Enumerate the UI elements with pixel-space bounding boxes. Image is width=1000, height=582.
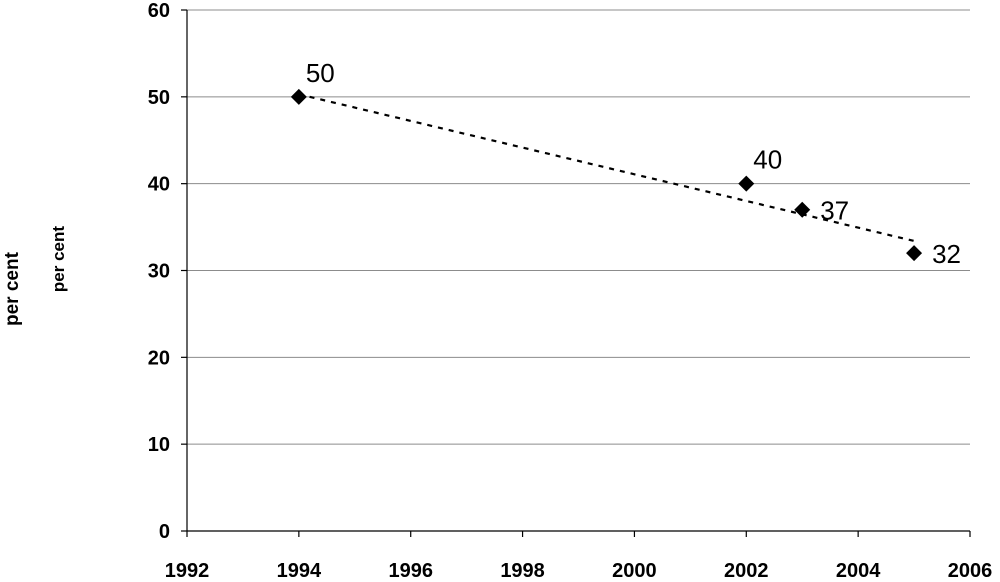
y-tick-label-50: 50: [148, 87, 170, 109]
y-tick-label-10: 10: [148, 434, 170, 456]
y-tick-label-0: 0: [159, 521, 170, 543]
y-tick-label-60: 60: [148, 0, 170, 22]
data-point-2003: [794, 201, 811, 218]
x-tick-label-1996: 1996: [388, 560, 433, 582]
x-tick-label-2004: 2004: [836, 560, 881, 582]
data-label-2005: 32: [932, 239, 961, 269]
x-tick-label-2000: 2000: [612, 560, 657, 582]
data-point-2002: [738, 175, 755, 192]
data-point-1994: [290, 88, 307, 105]
data-label-2003: 37: [820, 196, 849, 226]
y-tick-label-30: 30: [148, 261, 170, 283]
x-tick-label-1998: 1998: [500, 560, 545, 582]
data-label-2002: 40: [753, 145, 782, 175]
y-tick-label-40: 40: [148, 174, 170, 196]
data-label-1994: 50: [306, 58, 335, 88]
x-tick-label-1992: 1992: [165, 560, 210, 582]
x-tick-label-2002: 2002: [724, 560, 769, 582]
x-tick-label-2006: 2006: [948, 560, 993, 582]
y-tick-label-20: 20: [148, 347, 170, 369]
x-tick-label-1994: 1994: [277, 560, 322, 582]
data-point-2005: [906, 245, 923, 262]
